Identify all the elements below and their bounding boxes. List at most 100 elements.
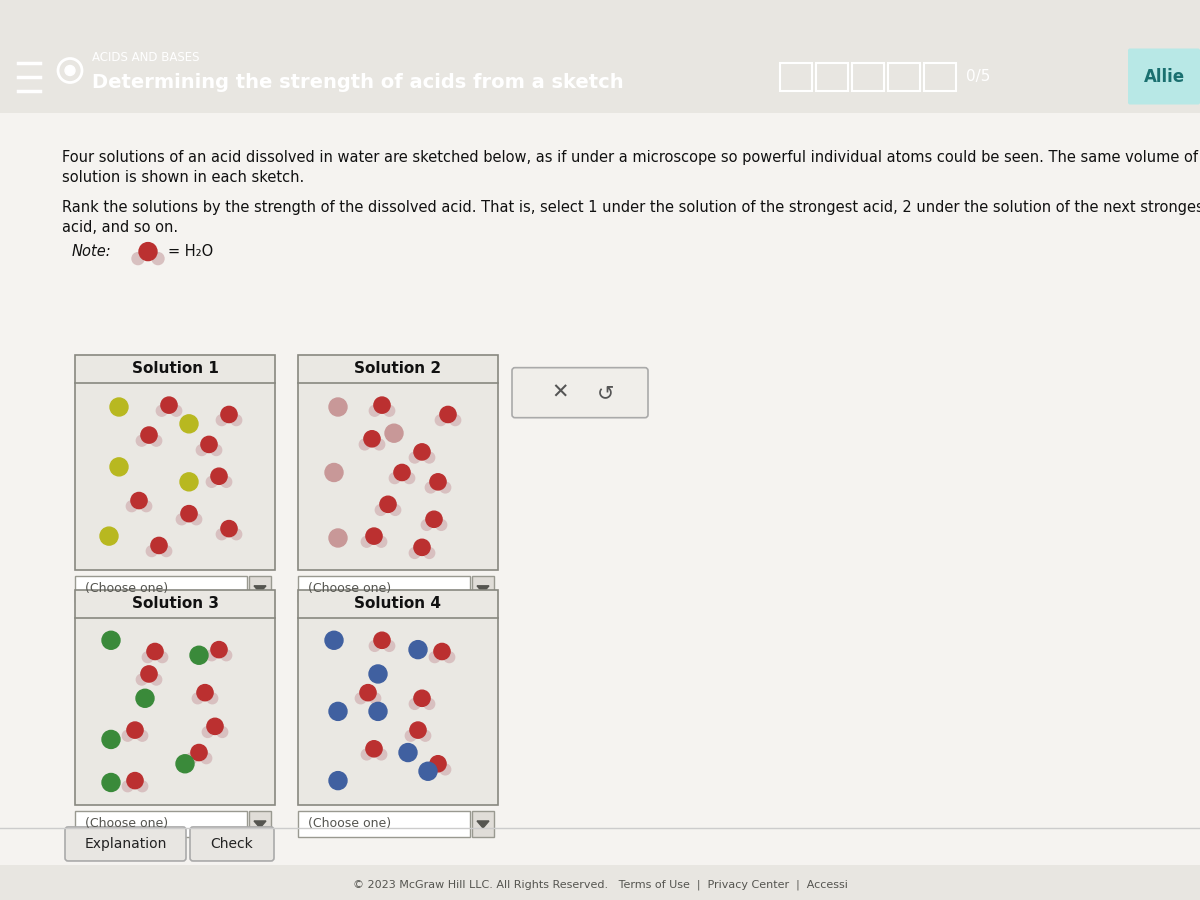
- Text: (Choose one): (Choose one): [85, 582, 168, 595]
- Circle shape: [197, 445, 208, 455]
- Text: Solution 1: Solution 1: [132, 361, 218, 376]
- Circle shape: [409, 641, 427, 659]
- Text: Rank the solutions by the strength of the dissolved acid. That is, select 1 unde: Rank the solutions by the strength of th…: [62, 200, 1200, 214]
- Circle shape: [157, 652, 168, 662]
- Circle shape: [424, 452, 434, 463]
- Circle shape: [366, 528, 382, 544]
- Circle shape: [409, 452, 420, 463]
- Circle shape: [329, 702, 347, 720]
- Circle shape: [140, 666, 157, 682]
- Circle shape: [436, 415, 446, 426]
- Text: (Choose one): (Choose one): [85, 817, 168, 831]
- FancyBboxPatch shape: [74, 811, 247, 837]
- Circle shape: [140, 500, 151, 511]
- Circle shape: [161, 545, 172, 556]
- Circle shape: [440, 764, 451, 775]
- Circle shape: [376, 505, 386, 516]
- Polygon shape: [254, 586, 266, 593]
- Text: ✕: ✕: [552, 382, 569, 402]
- Text: Allie: Allie: [1144, 68, 1184, 86]
- FancyBboxPatch shape: [74, 590, 275, 805]
- Text: 0/5: 0/5: [966, 69, 990, 84]
- FancyBboxPatch shape: [1128, 49, 1200, 104]
- Circle shape: [329, 529, 347, 547]
- Circle shape: [102, 773, 120, 791]
- Circle shape: [376, 749, 386, 760]
- Circle shape: [152, 253, 164, 265]
- Circle shape: [325, 631, 343, 649]
- Circle shape: [424, 547, 434, 558]
- Circle shape: [176, 755, 194, 773]
- Circle shape: [370, 405, 380, 416]
- Circle shape: [384, 405, 395, 416]
- Circle shape: [370, 641, 380, 652]
- Circle shape: [426, 511, 442, 527]
- Text: Solution 4: Solution 4: [354, 597, 442, 611]
- Circle shape: [139, 243, 157, 261]
- Polygon shape: [478, 821, 490, 828]
- Circle shape: [161, 397, 178, 413]
- Circle shape: [180, 415, 198, 433]
- Circle shape: [137, 674, 148, 685]
- Circle shape: [370, 665, 386, 683]
- Circle shape: [370, 693, 380, 704]
- Text: Explanation: Explanation: [84, 837, 167, 851]
- Circle shape: [65, 66, 74, 76]
- Circle shape: [440, 407, 456, 423]
- Circle shape: [425, 482, 436, 493]
- Circle shape: [136, 689, 154, 707]
- Circle shape: [404, 472, 415, 483]
- FancyBboxPatch shape: [298, 811, 470, 837]
- Circle shape: [361, 749, 372, 760]
- Circle shape: [389, 472, 400, 483]
- Circle shape: [191, 744, 208, 760]
- Circle shape: [192, 693, 203, 704]
- Circle shape: [126, 500, 137, 511]
- Circle shape: [425, 764, 436, 775]
- FancyBboxPatch shape: [74, 355, 275, 570]
- Text: solution is shown in each sketch.: solution is shown in each sketch.: [62, 169, 305, 184]
- Circle shape: [122, 731, 133, 742]
- Circle shape: [390, 505, 401, 516]
- Circle shape: [329, 771, 347, 789]
- Text: (Choose one): (Choose one): [308, 582, 391, 595]
- Circle shape: [200, 752, 211, 763]
- Circle shape: [430, 756, 446, 772]
- Circle shape: [414, 539, 430, 555]
- Circle shape: [380, 496, 396, 512]
- Circle shape: [143, 652, 154, 662]
- Circle shape: [137, 731, 148, 742]
- Circle shape: [216, 529, 227, 540]
- Circle shape: [122, 781, 133, 792]
- Circle shape: [110, 458, 128, 476]
- Text: ↺: ↺: [598, 382, 614, 402]
- FancyBboxPatch shape: [472, 811, 494, 837]
- FancyBboxPatch shape: [250, 576, 271, 602]
- Circle shape: [385, 424, 403, 442]
- Circle shape: [137, 436, 148, 446]
- Circle shape: [217, 726, 228, 737]
- Text: Solution 2: Solution 2: [354, 361, 442, 376]
- Circle shape: [430, 652, 440, 662]
- Text: acid, and so on.: acid, and so on.: [62, 220, 178, 235]
- Text: ACIDS AND BASES: ACIDS AND BASES: [92, 51, 199, 64]
- Text: Note:: Note:: [72, 244, 112, 259]
- Circle shape: [230, 529, 241, 540]
- Circle shape: [419, 762, 437, 780]
- Circle shape: [146, 545, 157, 556]
- FancyBboxPatch shape: [512, 368, 648, 418]
- Circle shape: [410, 722, 426, 738]
- Circle shape: [216, 415, 227, 426]
- FancyBboxPatch shape: [298, 590, 498, 805]
- Circle shape: [221, 407, 238, 423]
- Circle shape: [361, 536, 372, 547]
- Circle shape: [221, 650, 232, 661]
- Circle shape: [436, 519, 446, 530]
- Text: Solution 3: Solution 3: [132, 597, 218, 611]
- Circle shape: [370, 702, 386, 720]
- Circle shape: [376, 536, 386, 547]
- Circle shape: [176, 514, 187, 525]
- Circle shape: [190, 646, 208, 664]
- Circle shape: [221, 520, 238, 536]
- Circle shape: [127, 772, 143, 788]
